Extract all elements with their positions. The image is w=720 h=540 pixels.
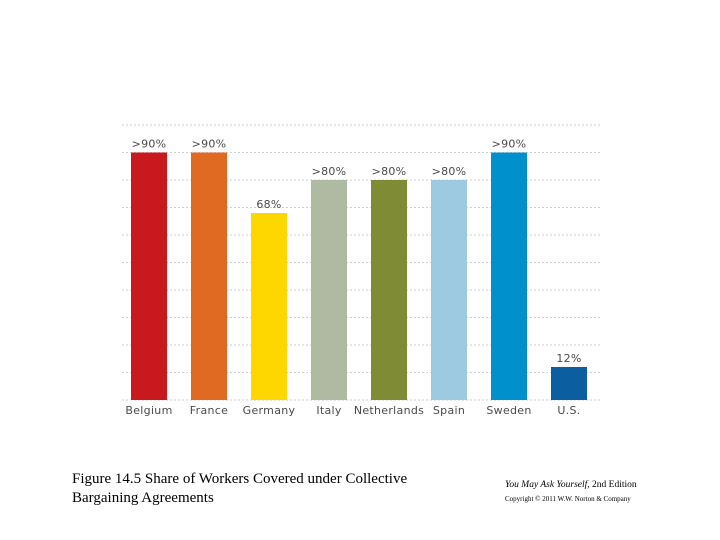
category-label-spain: Spain bbox=[433, 404, 465, 417]
bar-chart: >90% Belgium >90% France 68% Germany >80% Italy… bbox=[122, 124, 600, 417]
bar-spain bbox=[431, 180, 467, 400]
caption-line-2: Bargaining Agreements bbox=[72, 490, 214, 506]
value-label-germany: 68% bbox=[256, 198, 281, 211]
category-label-netherlands: Netherlands bbox=[354, 404, 424, 417]
bar-netherlands bbox=[371, 180, 407, 400]
value-label-sweden: >90% bbox=[492, 138, 527, 151]
category-label-sweden: Sweden bbox=[486, 404, 531, 417]
category-label-france: France bbox=[190, 404, 228, 417]
category-label-italy: Italy bbox=[316, 404, 342, 417]
book-credit: You May Ask Yourself, 2nd Edition Copyri… bbox=[505, 480, 705, 503]
value-label-netherlands: >80% bbox=[372, 165, 407, 178]
bar-sweden bbox=[491, 152, 527, 400]
bar-france bbox=[191, 152, 227, 400]
credit-title: You May Ask Yourself, 2nd Edition bbox=[505, 480, 705, 490]
value-label-italy: >80% bbox=[312, 165, 347, 178]
value-label-u-s: 12% bbox=[556, 352, 581, 365]
bar-u-s bbox=[551, 367, 587, 400]
figure-caption: Figure 14.5 Share of Workers Covered und… bbox=[72, 470, 472, 508]
category-label-u-s: U.S. bbox=[557, 404, 580, 417]
category-label-germany: Germany bbox=[243, 404, 296, 417]
copyright-text: Copyright © 2011 W.W. Norton & Company bbox=[505, 495, 631, 503]
value-label-spain: >80% bbox=[432, 165, 467, 178]
bar-belgium bbox=[131, 152, 167, 400]
bar-germany bbox=[251, 213, 287, 400]
book-title: You May Ask Yourself, bbox=[505, 480, 590, 490]
book-edition: 2nd Edition bbox=[589, 480, 637, 490]
bar-italy bbox=[311, 180, 347, 400]
caption-line-1: Figure 14.5 Share of Workers Covered und… bbox=[72, 471, 408, 487]
value-label-belgium: >90% bbox=[132, 138, 167, 151]
category-label-belgium: Belgium bbox=[125, 404, 172, 417]
value-label-france: >90% bbox=[192, 138, 227, 151]
